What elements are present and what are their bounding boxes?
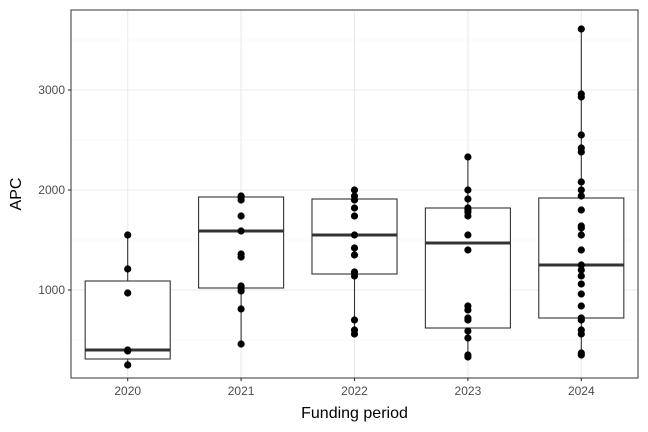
data-point <box>577 131 585 139</box>
x-axis: 2020 2021 2022 2023 2024 <box>114 378 595 398</box>
data-point <box>124 289 132 297</box>
points-layer <box>124 25 585 369</box>
data-point <box>577 266 585 274</box>
data-point <box>577 144 585 152</box>
data-point <box>350 231 359 239</box>
data-point <box>350 326 359 334</box>
data-point <box>577 206 585 214</box>
box-2021 <box>198 196 285 344</box>
data-point <box>350 212 359 220</box>
data-point <box>124 346 132 354</box>
data-point <box>124 231 132 239</box>
data-point <box>464 246 472 254</box>
data-point <box>350 192 359 200</box>
data-point <box>124 361 132 369</box>
x-tick-label: 2020 <box>114 384 141 398</box>
data-point <box>464 204 472 212</box>
data-point <box>350 186 359 194</box>
data-point <box>237 305 245 313</box>
data-point <box>464 186 472 194</box>
x-tick-label: 2021 <box>228 384 255 398</box>
box-iqr <box>538 197 625 319</box>
data-point <box>577 302 585 310</box>
x-axis-title: Funding period <box>301 405 408 422</box>
data-point <box>577 186 585 194</box>
x-tick-label: 2024 <box>568 384 595 398</box>
data-point <box>577 222 585 230</box>
y-tick-label: 1000 <box>38 283 65 297</box>
data-point <box>237 192 245 200</box>
data-point <box>464 153 472 161</box>
data-point <box>577 272 585 280</box>
data-point <box>464 327 472 335</box>
data-point <box>577 326 585 334</box>
data-point <box>464 334 472 342</box>
data-point <box>350 244 359 252</box>
data-point <box>577 261 585 269</box>
y-axis: 1000 2000 3000 <box>38 83 71 297</box>
data-point <box>350 251 359 259</box>
data-point <box>237 227 245 235</box>
data-point <box>577 231 585 239</box>
data-point <box>577 246 585 254</box>
data-point <box>464 314 472 322</box>
data-point <box>350 268 359 276</box>
data-point <box>577 349 585 357</box>
data-point <box>350 316 359 324</box>
data-point <box>464 231 472 239</box>
box-iqr <box>198 196 285 289</box>
x-tick-label: 2022 <box>341 384 368 398</box>
data-point <box>577 280 585 288</box>
data-point <box>577 290 585 298</box>
data-point <box>577 90 585 98</box>
data-point <box>237 250 245 258</box>
y-axis-title: APC <box>8 178 25 211</box>
x-tick-label: 2023 <box>455 384 482 398</box>
data-point <box>237 340 245 348</box>
data-point <box>124 265 132 273</box>
y-tick-label: 2000 <box>38 183 65 197</box>
data-point <box>577 314 585 322</box>
y-tick-label: 3000 <box>38 83 65 97</box>
data-point <box>237 212 245 220</box>
data-point <box>464 195 472 203</box>
data-point <box>464 351 472 359</box>
data-point <box>464 302 472 310</box>
data-point <box>237 282 245 290</box>
data-point <box>577 192 585 200</box>
data-point <box>577 25 585 33</box>
data-point <box>350 204 359 212</box>
data-point <box>577 178 585 186</box>
